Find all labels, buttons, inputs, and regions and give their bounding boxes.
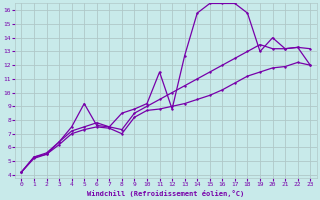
X-axis label: Windchill (Refroidissement éolien,°C): Windchill (Refroidissement éolien,°C)	[87, 190, 244, 197]
